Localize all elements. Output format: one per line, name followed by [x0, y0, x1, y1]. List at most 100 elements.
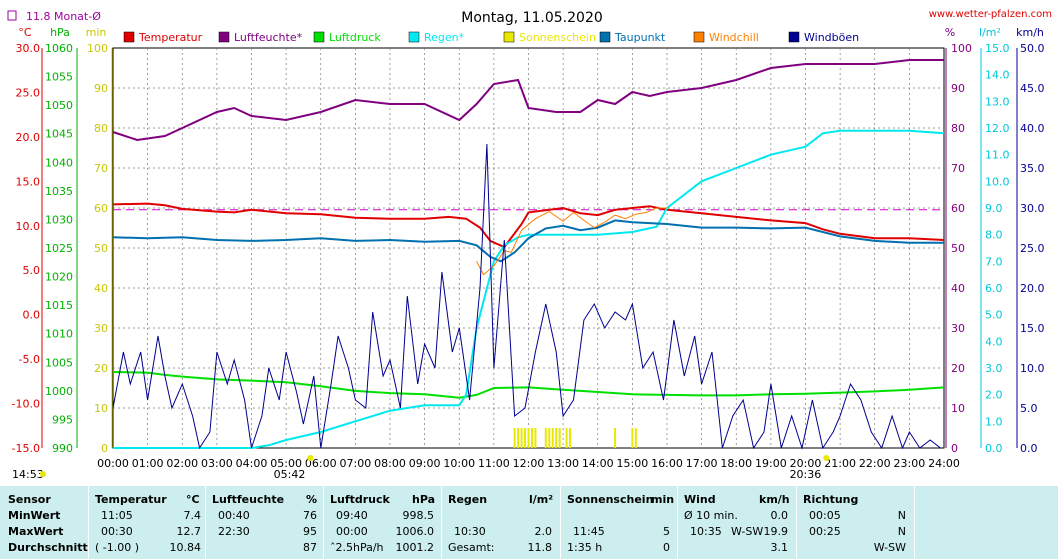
hum-min: 76 — [303, 509, 317, 522]
ytick-temp: 20.0 — [16, 131, 41, 144]
chart-title: Montag, 11.05.2020 — [461, 10, 603, 26]
ytick-humidity: 50 — [951, 242, 965, 255]
ytick-rain: 0.0 — [985, 442, 1003, 455]
ytick-temp: 15.0 — [16, 175, 41, 188]
ytick-rain: 10.0 — [985, 175, 1010, 188]
series-temperatur — [112, 202, 945, 249]
temp-unit: °C — [186, 493, 200, 506]
sunshine-bar — [527, 428, 530, 448]
ytick-humidity: 30 — [951, 322, 965, 335]
dir-max: N — [897, 525, 906, 538]
series-luftfeuchte — [112, 59, 944, 142]
sunshine-bar — [555, 428, 558, 448]
ytick-sun_min: 0 — [101, 442, 108, 455]
press-unit: hPa — [412, 493, 436, 506]
wind-max-time: 10:35 — [690, 525, 722, 538]
press-head: Luftdruck — [330, 493, 390, 506]
ytick-sun_min: 10 — [94, 402, 108, 415]
site-link[interactable]: www.wetter-pfalzen.com — [929, 9, 1052, 20]
ytick-sun_min: 50 — [94, 242, 108, 255]
rain-total-label: Gesamt: — [448, 541, 495, 554]
legend-swatch-1 — [218, 31, 230, 43]
dir-max-time: 00:25 — [809, 525, 841, 538]
wind-unit: km/h — [759, 493, 790, 506]
temp-max-time: 00:30 — [101, 525, 133, 538]
ytick-pressure: 1015 — [45, 299, 73, 312]
sun-max-time: 11:45 — [573, 525, 605, 538]
sun-max: 5 — [663, 525, 670, 538]
ytick-wind: 10.0 — [1020, 362, 1045, 375]
xtick: 00:00 — [97, 457, 129, 470]
ytick-rain: 3.0 — [985, 362, 1003, 375]
sunrise-time: 05:42 — [274, 468, 306, 481]
xtick: 21:00 — [824, 457, 856, 470]
xtick: 20:00 — [790, 457, 822, 470]
ytick-pressure: 1005 — [45, 356, 73, 369]
xtick: 15:00 — [617, 457, 649, 470]
sun-unit: min — [651, 493, 675, 506]
ytick-temp: 10.0 — [16, 220, 41, 233]
xtick: 14:00 — [582, 457, 614, 470]
sun-total: 0 — [663, 541, 670, 554]
ytick-humidity: 40 — [951, 282, 965, 295]
ytick-humidity: 60 — [951, 202, 965, 215]
sun-total-time: 1:35 h — [567, 541, 603, 554]
xtick: 12:00 — [513, 457, 545, 470]
sunrise-icon — [307, 455, 314, 461]
xtick: 02:00 — [166, 457, 198, 470]
ytick-pressure: 1000 — [45, 385, 73, 398]
rain-max-time: 10:30 — [454, 525, 486, 538]
ytick-humidity: 80 — [951, 122, 965, 135]
sunshine-bar — [530, 428, 533, 448]
ytick-pressure: 1050 — [45, 99, 73, 112]
ytick-rain: 15.0 — [985, 42, 1010, 55]
sunshine-bar — [634, 428, 637, 448]
ytick-temp: -5.0 — [19, 353, 40, 366]
legend-label-2: Luftdruck — [329, 31, 381, 44]
ytick-rain: 13.0 — [985, 95, 1010, 108]
temp-min-time: 11:05 — [101, 509, 133, 522]
unit-label-pressure: hPa — [50, 26, 70, 39]
ytick-sun_min: 20 — [94, 362, 108, 375]
press-trend: ˆ2.5hPa/h — [330, 541, 384, 554]
ytick-pressure: 1035 — [45, 185, 73, 198]
wind-head: Wind — [684, 493, 716, 506]
press-avg: 1001.2 — [395, 541, 435, 554]
legend-label-0: Temperatur — [138, 31, 203, 44]
legend-swatch-7 — [788, 31, 800, 43]
press-min: 998.5 — [402, 509, 435, 522]
sunshine-bar — [534, 428, 537, 448]
ytick-sun_min: 40 — [94, 282, 108, 295]
hum-min-time: 00:40 — [218, 509, 250, 522]
xtick: 19:00 — [755, 457, 787, 470]
ytick-sun_min: 90 — [94, 82, 108, 95]
press-min-time: 09:40 — [336, 509, 368, 522]
series-windben — [112, 143, 941, 450]
sunshine-bar — [614, 428, 617, 448]
sunset-icon — [823, 455, 830, 461]
legend-swatch-3 — [408, 31, 420, 43]
ytick-pressure: 1030 — [45, 213, 73, 226]
ytick-pressure: 990 — [52, 442, 73, 455]
xtick: 08:00 — [374, 457, 406, 470]
moonrise-time: 14:53 — [12, 468, 44, 481]
sun-head: Sonnenschein — [567, 493, 654, 506]
ytick-rain: 14.0 — [985, 69, 1010, 82]
ytick-rain: 5.0 — [985, 309, 1003, 322]
month-avg-label: 11.8 Monat-Ø — [26, 10, 101, 23]
ytick-temp: -15.0 — [12, 442, 40, 455]
rain-max: 2.0 — [534, 525, 553, 538]
legend-swatch-6 — [693, 31, 705, 43]
hum-max-time: 22:30 — [218, 525, 250, 538]
sunshine-bar — [520, 428, 523, 448]
xtick: 03:00 — [201, 457, 233, 470]
xtick: 11:00 — [478, 457, 510, 470]
ytick-wind: 25.0 — [1020, 242, 1045, 255]
temp-avg-note: ( -1.00 ) — [95, 541, 140, 554]
ytick-wind: 35.0 — [1020, 162, 1045, 175]
ytick-rain: 9.0 — [985, 202, 1003, 215]
sunshine-bar — [565, 428, 568, 448]
xtick: 09:00 — [409, 457, 441, 470]
hum-head: Luftfeuchte — [212, 493, 285, 506]
ytick-sun_min: 30 — [94, 322, 108, 335]
